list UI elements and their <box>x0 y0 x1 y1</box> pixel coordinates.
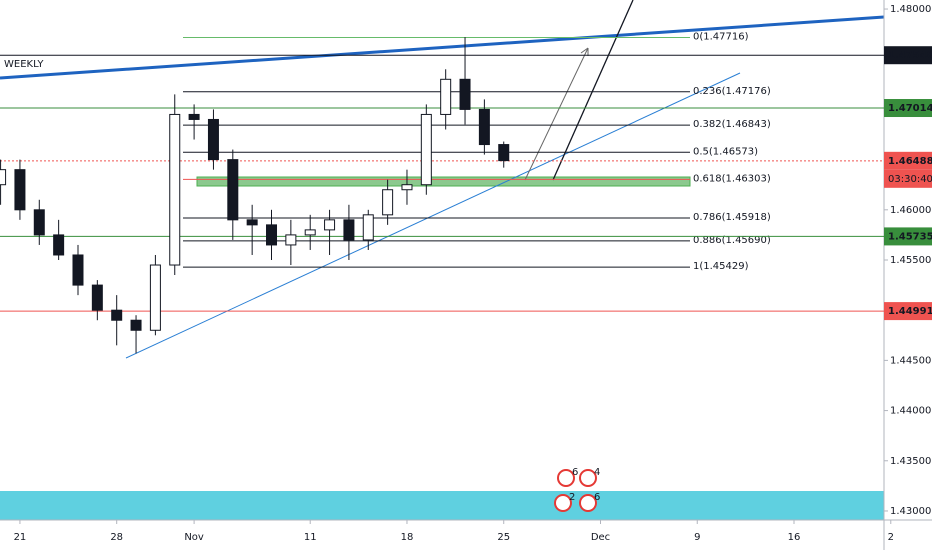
event-icon <box>579 469 597 487</box>
y-tick-label: 1.43500 <box>890 456 931 467</box>
event-icon <box>579 494 597 512</box>
fib-label: 0(1.47716) <box>693 32 749 43</box>
candle-body <box>53 234 65 256</box>
countdown-label: 03:30:40 <box>888 174 932 185</box>
event-icons <box>554 469 597 512</box>
y-tick-label: 1.44000 <box>890 406 931 417</box>
event-count: 4 <box>594 467 600 478</box>
arrow-head <box>580 47 589 56</box>
candle-body <box>498 144 510 162</box>
x-tick-label: 9 <box>694 532 700 543</box>
candle-body <box>440 78 452 115</box>
event-icon <box>554 494 572 512</box>
price-badge <box>884 227 932 246</box>
candle-body <box>362 214 374 241</box>
candle-body <box>14 169 26 211</box>
x-tick-label: Dec <box>591 532 610 543</box>
y-tick-label: 1.44500 <box>890 355 931 366</box>
candle-body <box>285 234 297 246</box>
y-tick-label: 1.48000 <box>890 4 931 15</box>
x-tick-label: Nov <box>184 532 204 543</box>
price-badge <box>884 99 932 118</box>
candle-body <box>478 108 490 146</box>
x-tick-label: 18 <box>401 532 414 543</box>
candle-body <box>324 219 336 231</box>
fib-label: 0.786(1.45918) <box>693 212 771 223</box>
zone-band <box>0 491 884 520</box>
price-badge-label: 1.47540 <box>888 50 932 61</box>
fib-label: 0.236(1.47176) <box>693 86 771 97</box>
arrow <box>524 47 589 181</box>
x-tick-label: 11 <box>304 532 317 543</box>
countdown-badge <box>884 169 932 188</box>
candle-body <box>459 78 471 110</box>
y-tick-label: 1.45500 <box>890 255 931 266</box>
x-tick-label: 28 <box>110 532 123 543</box>
candle-body <box>266 224 278 246</box>
candle-body <box>304 229 316 236</box>
event-count: 6 <box>594 492 600 503</box>
trendline <box>125 72 741 359</box>
x-tick-label: 16 <box>788 532 801 543</box>
x-tick-label: 2 <box>888 532 894 543</box>
price-badge <box>884 46 932 65</box>
candle-body <box>0 169 7 186</box>
candle-body <box>111 309 123 321</box>
price-badge <box>884 151 932 170</box>
event-icon <box>557 469 575 487</box>
price-badge-label: 1.45735 <box>888 231 932 242</box>
candle-body <box>149 264 161 331</box>
candle-body <box>420 113 432 186</box>
candle-body <box>188 113 200 120</box>
trendline <box>0 15 885 80</box>
candle-body <box>91 284 103 311</box>
y-tick-label: 1.46000 <box>890 205 931 216</box>
support-zone <box>196 176 691 187</box>
y-tick-label: 1.43000 <box>890 506 931 517</box>
candle-body <box>382 189 394 216</box>
candle-body <box>130 319 142 331</box>
candle-body <box>207 118 219 161</box>
price-badge <box>884 302 932 321</box>
price-badge-label: 1.47014 <box>888 103 932 114</box>
fib-label: 1(1.45429) <box>693 261 749 272</box>
x-tick-label: 25 <box>497 532 510 543</box>
fib-label: 0.5(1.46573) <box>693 146 758 157</box>
price-badge-label: 1.44991 <box>888 306 932 317</box>
trendline <box>552 0 634 181</box>
event-count: 2 <box>569 492 575 503</box>
fib-label: 0.382(1.46843) <box>693 119 771 130</box>
timeframe-label: WEEKLY <box>4 59 44 70</box>
candle-body <box>343 219 355 241</box>
candle-body <box>401 184 413 191</box>
candle-body <box>169 113 181 266</box>
x-tick-label: 21 <box>14 532 27 543</box>
event-count: 6 <box>572 467 578 478</box>
price-badge-label: 1.46488 <box>888 156 932 167</box>
candle-body <box>72 254 84 286</box>
fib-label: 0.618(1.46303) <box>693 173 771 184</box>
candle-body <box>33 209 45 236</box>
candle-body <box>227 159 239 221</box>
fib-label: 0.886(1.45690) <box>693 235 771 246</box>
candle-body <box>246 219 258 226</box>
